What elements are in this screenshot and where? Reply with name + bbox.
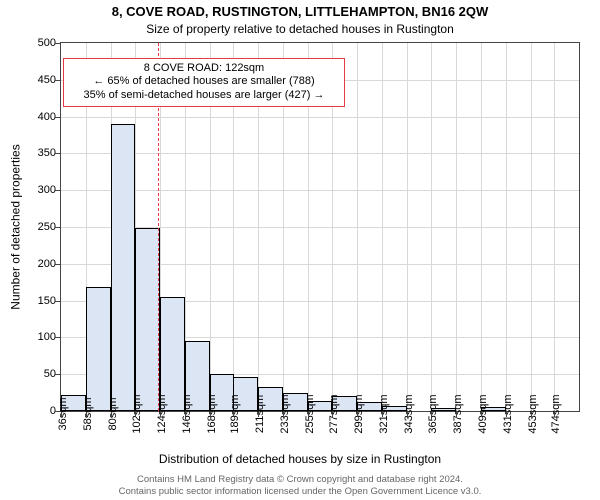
x-tick-label: 474sqm	[550, 394, 562, 433]
y-tick-label: 200	[6, 258, 56, 270]
x-tick-label: 387sqm	[452, 394, 464, 433]
y-tick-mark	[55, 227, 60, 228]
y-tick-mark	[55, 337, 60, 338]
x-tick-label: 277sqm	[328, 394, 340, 433]
gridline-v	[407, 43, 408, 411]
footer-line2: Contains public sector information licen…	[0, 486, 600, 497]
y-tick-mark	[55, 374, 60, 375]
x-tick-mark	[61, 412, 62, 417]
y-tick-mark	[55, 264, 60, 265]
y-tick-mark	[55, 117, 60, 118]
x-tick-label: 233sqm	[279, 394, 291, 433]
x-tick-mark	[308, 412, 309, 417]
histogram-bar	[135, 228, 160, 411]
y-tick-mark	[55, 190, 60, 191]
x-tick-mark	[554, 412, 555, 417]
chart-root: 8, COVE ROAD, RUSTINGTON, LITTLEHAMPTON,…	[0, 0, 600, 500]
x-tick-label: 365sqm	[427, 394, 439, 433]
x-tick-mark	[160, 412, 161, 417]
x-tick-mark	[382, 412, 383, 417]
x-tick-mark	[111, 412, 112, 417]
x-tick-mark	[135, 412, 136, 417]
x-tick-mark	[506, 412, 507, 417]
histogram-bar	[111, 124, 136, 411]
x-tick-label: 431sqm	[502, 394, 514, 433]
x-tick-mark	[531, 412, 532, 417]
x-tick-label: 124sqm	[156, 394, 168, 433]
x-axis-label: Distribution of detached houses by size …	[0, 452, 600, 466]
x-tick-label: 146sqm	[181, 394, 193, 433]
chart-title-address: 8, COVE ROAD, RUSTINGTON, LITTLEHAMPTON,…	[0, 4, 600, 19]
gridline-v	[506, 43, 507, 411]
x-tick-label: 36sqm	[57, 397, 69, 430]
y-tick-label: 100	[6, 331, 56, 343]
y-tick-mark	[55, 153, 60, 154]
y-tick-label: 500	[6, 37, 56, 49]
annotation-line: 8 COVE ROAD: 122sqm	[70, 62, 338, 76]
annotation-line: ← 65% of detached houses are smaller (78…	[70, 75, 338, 89]
x-tick-label: 58sqm	[82, 397, 94, 430]
x-tick-label: 80sqm	[107, 397, 119, 430]
x-tick-label: 299sqm	[353, 394, 365, 433]
x-tick-label: 102sqm	[131, 394, 143, 433]
y-tick-label: 450	[6, 74, 56, 86]
y-tick-mark	[55, 43, 60, 44]
gridline-v	[456, 43, 457, 411]
histogram-bar	[86, 287, 111, 411]
y-tick-label: 50	[6, 368, 56, 380]
x-tick-mark	[258, 412, 259, 417]
x-tick-label: 409sqm	[477, 394, 489, 433]
gridline-v	[431, 43, 432, 411]
x-tick-label: 211sqm	[254, 395, 266, 433]
x-tick-mark	[431, 412, 432, 417]
chart-subtitle: Size of property relative to detached ho…	[0, 22, 600, 36]
annotation-line: 35% of semi-detached houses are larger (…	[70, 89, 338, 103]
x-tick-mark	[407, 412, 408, 417]
x-tick-label: 343sqm	[403, 394, 415, 433]
x-tick-mark	[283, 412, 284, 417]
footer-attribution: Contains HM Land Registry data © Crown c…	[0, 474, 600, 497]
footer-line1: Contains HM Land Registry data © Crown c…	[0, 474, 600, 485]
gridline-v	[531, 43, 532, 411]
x-tick-mark	[332, 412, 333, 417]
x-tick-label: 453sqm	[527, 394, 539, 433]
y-tick-label: 300	[6, 184, 56, 196]
gridline-h	[61, 117, 579, 118]
y-tick-mark	[55, 301, 60, 302]
gridline-v	[382, 43, 383, 411]
gridline-v	[357, 43, 358, 411]
plot-area: 8 COVE ROAD: 122sqm← 65% of detached hou…	[60, 42, 580, 412]
y-tick-label: 350	[6, 147, 56, 159]
x-tick-mark	[456, 412, 457, 417]
reference-annotation: 8 COVE ROAD: 122sqm← 65% of detached hou…	[63, 58, 345, 107]
x-tick-mark	[233, 412, 234, 417]
x-tick-mark	[86, 412, 87, 417]
y-tick-label: 150	[6, 295, 56, 307]
x-tick-mark	[185, 412, 186, 417]
x-tick-label: 189sqm	[229, 394, 241, 433]
x-tick-label: 255sqm	[304, 394, 316, 433]
x-tick-mark	[357, 412, 358, 417]
gridline-v	[481, 43, 482, 411]
x-tick-mark	[210, 412, 211, 417]
y-tick-label: 0	[6, 405, 56, 417]
x-tick-label: 321sqm	[378, 394, 390, 433]
y-tick-label: 400	[6, 111, 56, 123]
y-tick-label: 250	[6, 221, 56, 233]
x-tick-mark	[481, 412, 482, 417]
gridline-h	[61, 190, 579, 191]
x-tick-label: 168sqm	[206, 394, 218, 433]
gridline-v	[554, 43, 555, 411]
gridline-h	[61, 153, 579, 154]
y-tick-mark	[55, 80, 60, 81]
